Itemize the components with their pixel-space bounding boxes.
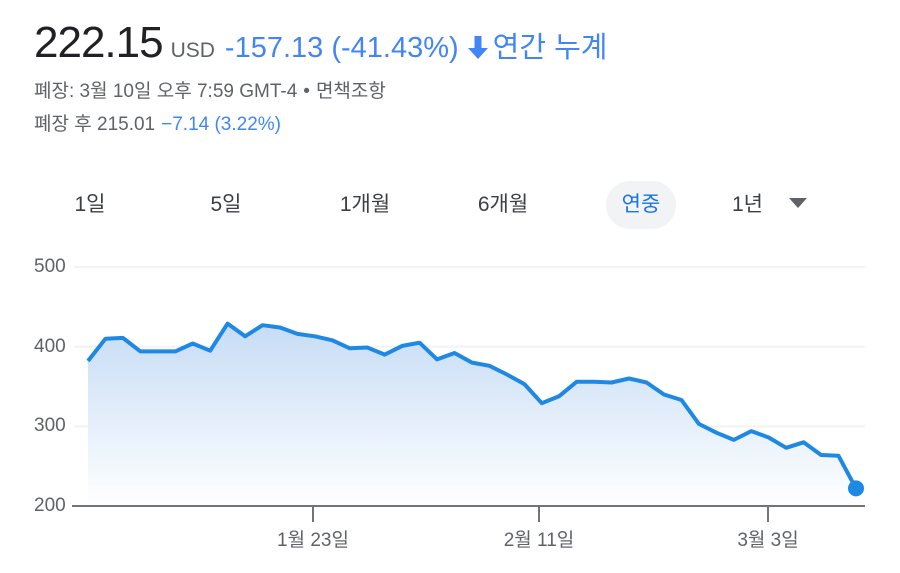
disclaimer-link[interactable]: 면책조항 xyxy=(315,81,386,102)
tab-label: 1개월 xyxy=(339,193,391,216)
x-tick-label: 3월 3일 xyxy=(737,530,799,551)
y-tick-label: 500 xyxy=(34,256,66,277)
tab-5d[interactable]: 5일 xyxy=(198,181,254,229)
price-row: 222.15 USD -157.13 (-41.43%) 연간 누계 xyxy=(34,18,607,68)
arrow-down-icon xyxy=(467,34,489,60)
tab-label: 1일 xyxy=(74,193,106,216)
y-tick-label: 400 xyxy=(34,336,66,357)
quote-header: 222.15 USD -157.13 (-41.43%) 연간 누계 폐장: 3… xyxy=(34,18,607,136)
price-chart[interactable]: 500 400 300 200 1월 23일 2월 11일 3월 3일 xyxy=(0,250,900,573)
chevron-down-icon xyxy=(789,198,807,209)
price-change: -157.13 (-41.43%) xyxy=(224,32,459,64)
after-hours-change: −7.14 (3.22%) xyxy=(161,114,282,135)
after-hours-row: 폐장 후 215.01 −7.14 (3.22%) xyxy=(34,109,607,136)
tab-6m[interactable]: 6개월 xyxy=(463,181,543,229)
current-price: 222.15 xyxy=(34,18,164,67)
chart-canvas xyxy=(72,266,865,522)
tab-label: 1년 xyxy=(732,193,763,216)
tab-1y-dropdown[interactable]: 1년 xyxy=(732,181,832,229)
y-tick-label: 200 xyxy=(34,495,66,516)
tab-1d[interactable]: 1일 xyxy=(62,181,118,229)
x-tick-label: 1월 23일 xyxy=(277,530,349,551)
y-tick-label: 300 xyxy=(34,415,66,436)
close-info-row: 폐장: 3월 10일 오후 7:59 GMT-4 • 면책조항 xyxy=(34,76,607,103)
period-label: 연간 누계 xyxy=(492,32,608,64)
after-hours-price: 폐장 후 215.01 xyxy=(34,114,156,135)
x-tick-label: 2월 11일 xyxy=(503,530,575,551)
currency-code: USD xyxy=(170,39,215,62)
close-info: 폐장: 3월 10일 오후 7:59 GMT-4 xyxy=(34,81,298,102)
tab-label: 5일 xyxy=(210,193,242,216)
separator: • xyxy=(303,81,310,102)
tab-1m[interactable]: 1개월 xyxy=(325,181,405,229)
tab-label: 6개월 xyxy=(477,193,529,216)
tab-ytd[interactable]: 연중 xyxy=(606,181,676,229)
tab-label: 연중 xyxy=(621,193,661,216)
range-tabs: 1일 5일 1개월 6개월 연중 1년 xyxy=(0,181,900,229)
